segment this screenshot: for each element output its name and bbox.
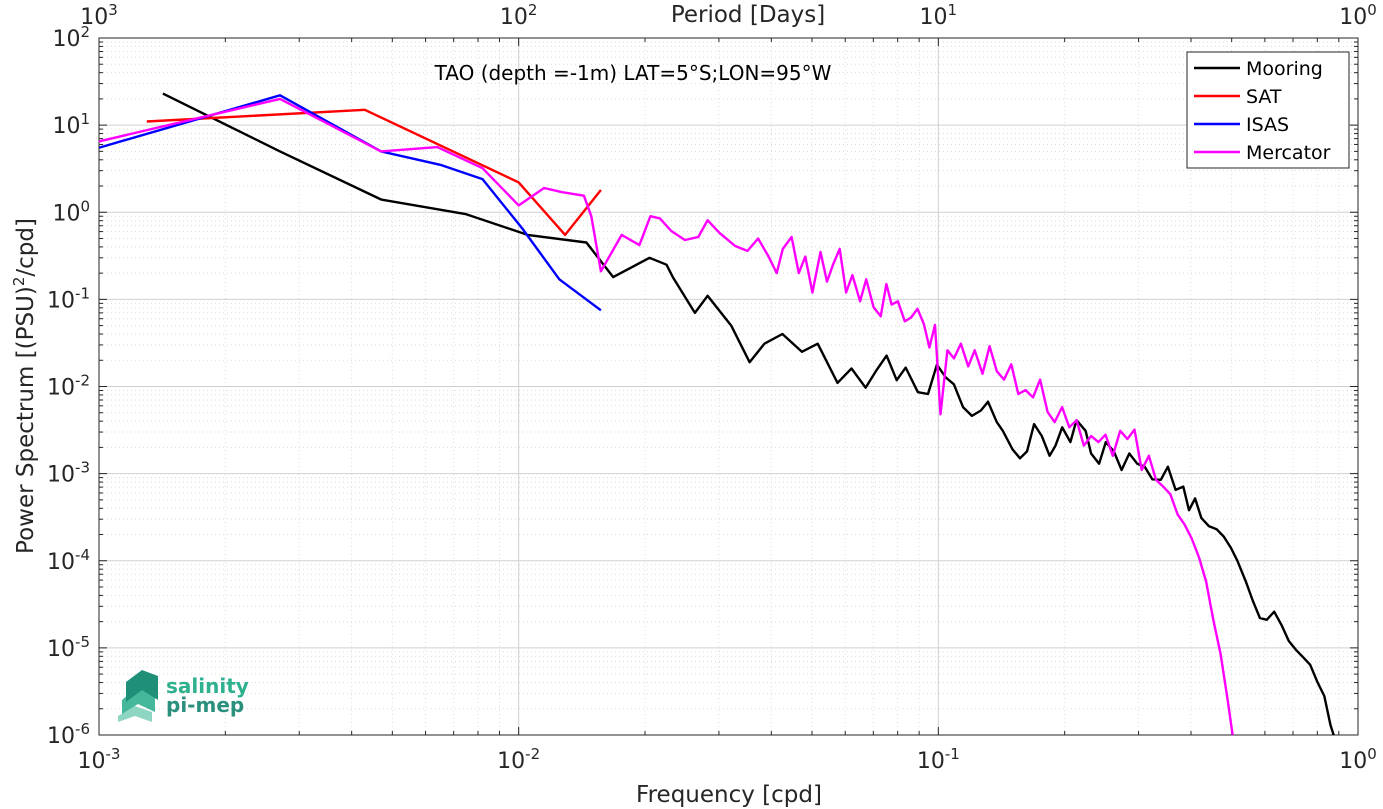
legend: Mooring SAT ISAS Mercator [1186,51,1350,169]
x-tick-label: 10-1 [917,745,960,774]
series-line-mercator [99,97,1234,735]
top-tick-label: 102 [500,1,538,30]
y-tick-label: 10-5 [47,633,90,662]
legend-label-isas: ISAS [1246,114,1289,136]
chart-title: TAO (depth =-1m) LAT=5°S;LON=95°W [434,61,832,85]
y-tick-label: 10-2 [47,372,90,401]
top-tick-label: 101 [920,1,958,30]
y-tick-label: 10-3 [47,459,90,488]
top-tick-label: 103 [80,1,118,30]
logo-line2: pi-mep [166,693,244,717]
legend-label-mooring: Mooring [1246,58,1323,80]
legend-box [1186,51,1350,169]
series-layer [99,92,1335,735]
logo-wave-front [126,670,158,702]
y-tick-label: 10-1 [47,284,90,313]
y-tick-label: 10-6 [47,720,90,749]
y-tick-label: 102 [52,23,90,52]
logo-line1: salinity [166,674,249,698]
series-line-sat [146,108,602,237]
top-tick-label: 100 [1339,1,1377,30]
y-tick-label: 100 [52,197,90,226]
x-tick-label: 100 [1339,745,1377,774]
axis-ticks [98,37,1359,736]
salinity-pi-mep-logo: salinity pi-mep [118,670,249,722]
legend-label-sat: SAT [1246,86,1282,108]
x-tick-label: 10-2 [497,745,540,774]
series-line-mooring [162,92,1335,735]
legend-label-mercator: Mercator [1246,142,1331,164]
y-axis-label-sup: 2 [10,277,28,287]
series-line-isas [99,94,602,312]
y-axis-label-main: Power Spectrum [(PSU) [13,286,39,554]
y-tick-label: 101 [52,110,90,139]
y-axis-label: Power Spectrum [(PSU)2/cpd] [10,218,39,554]
x-tick-label: 10-3 [78,745,121,774]
top-axis-label: Period [Days] [671,2,825,28]
y-axis-label-tail: /cpd] [13,218,39,277]
logo-wave-back [118,706,152,722]
x-axis-label: Frequency [cpd] [636,782,822,808]
y-tick-label: 10-4 [47,546,90,575]
